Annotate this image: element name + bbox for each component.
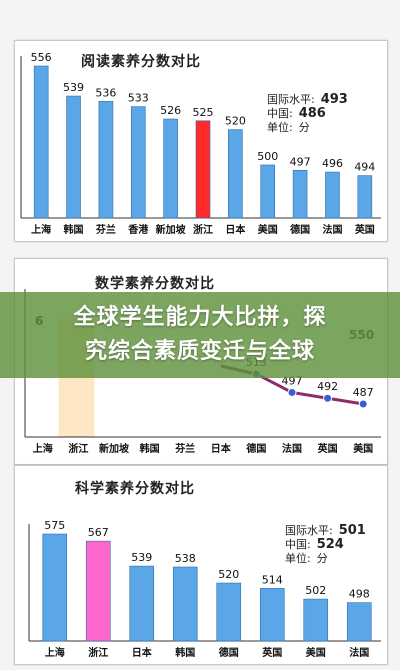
category-label: 韩国: [175, 646, 195, 659]
category-label: 法国: [322, 223, 342, 236]
category-label: 韩国: [64, 223, 84, 236]
category-label: 芬兰: [95, 223, 116, 236]
category-label: 新加坡: [99, 442, 130, 455]
bar: [85, 540, 111, 642]
science-chart-title: 科学素养分数对比: [75, 481, 195, 497]
math-chart-title: 数学素养分数对比: [95, 276, 215, 292]
bar: [357, 175, 373, 219]
category-label: 上海: [31, 223, 51, 236]
reading-chart-title: 阅读素养分数对比: [81, 54, 201, 70]
bar: [346, 602, 372, 642]
category-label: 浙江: [193, 223, 213, 236]
category-label: 美国: [306, 646, 326, 659]
bar-value-label: 498: [349, 588, 370, 601]
category-label: 日本: [132, 646, 153, 659]
reading-legend-intl: 国际水平: 493: [267, 92, 348, 107]
category-label: 浙江: [68, 442, 88, 455]
headline-line-2: 究综合素质变迁与全球: [84, 339, 315, 364]
bar-value-label: 556: [31, 51, 52, 64]
bar: [303, 598, 329, 642]
bar-value-label: 533: [128, 92, 149, 105]
bar: [260, 164, 276, 219]
category-label: 日本: [211, 442, 232, 455]
category-label: 日本: [225, 223, 246, 236]
category-label: 新加坡: [156, 223, 187, 236]
headline-line-1: 全球学生能力大比拼，探: [73, 305, 327, 330]
category-label: 韩国: [140, 442, 160, 455]
category-label: 上海: [45, 646, 65, 659]
data-value-label: 487: [353, 386, 374, 399]
bar: [228, 129, 243, 219]
category-label: 英国: [261, 646, 282, 659]
bar-value-label: 500: [257, 150, 278, 163]
bar-value-label: 526: [160, 104, 181, 117]
bar-value-label: 514: [262, 573, 283, 586]
category-label: 德国: [218, 646, 239, 659]
bar-value-label: 525: [193, 106, 214, 119]
category-label: 香港: [128, 223, 149, 236]
bar: [163, 118, 178, 219]
data-point: [287, 387, 297, 397]
category-label: 法国: [349, 646, 369, 659]
reading-legend-unit: 单位: 分: [267, 121, 310, 134]
science-legend-china: 中国: 524: [285, 537, 344, 552]
bar: [292, 169, 308, 219]
bar: [216, 582, 242, 642]
category-label: 美国: [258, 223, 278, 236]
science-legend-intl: 国际水平: 501: [285, 523, 366, 538]
bar-value-label: 496: [322, 157, 343, 170]
bar: [172, 566, 198, 642]
bar: [42, 533, 68, 642]
bar: [66, 95, 81, 219]
bar: [259, 588, 285, 642]
bar: [98, 101, 114, 219]
category-label: 德国: [245, 442, 266, 455]
category-label: 上海: [33, 442, 53, 455]
bar-value-label: 575: [44, 519, 65, 532]
data-point: [323, 393, 333, 403]
bar: [129, 565, 155, 642]
bar: [130, 106, 146, 219]
category-label: 德国: [289, 223, 310, 236]
bar-value-label: 497: [290, 155, 311, 168]
category-label: 美国: [353, 442, 373, 455]
category-label: 英国: [354, 223, 375, 236]
bar-value-label: 539: [131, 551, 152, 564]
data-value-label: 492: [317, 380, 338, 393]
category-label: 英国: [317, 442, 338, 455]
category-label: 法国: [282, 442, 302, 455]
bar-value-label: 494: [354, 161, 375, 174]
headline-banner: 全球学生能力大比拼，探 究综合素质变迁与全球: [0, 292, 400, 378]
science-chart-svg: 575 上海 567 浙江 539 日本 538 韩国 520 德国 514 英国 502 美国 498 法国: [28, 519, 381, 659]
data-point: [358, 399, 368, 409]
category-label: 浙江: [88, 646, 108, 659]
reading-legend: 国际水平: 493 中国: 486 单位: 分: [267, 93, 348, 135]
science-chart-panel: 科学素养分数对比 575 上海 567 浙江 539 日本 538 韩国 520 德国 514 英国 5…: [14, 465, 388, 665]
science-legend: 国际水平: 501 中国: 524 单位: 分: [285, 524, 366, 566]
bar-value-label: 567: [88, 526, 109, 539]
bar: [33, 65, 49, 219]
bar-value-label: 536: [95, 86, 116, 99]
bar-value-label: 520: [225, 115, 246, 128]
reading-chart-svg: 556 上海 539 韩国 536 芬兰 533 香港 526 新加坡 525 浙江 520 日本 500 美…: [20, 51, 381, 236]
bar-value-label: 539: [63, 81, 84, 94]
bar: [195, 120, 211, 219]
bar-value-label: 502: [305, 584, 326, 597]
category-label: 芬兰: [174, 442, 195, 455]
bar-value-label: 538: [175, 552, 196, 565]
bar: [325, 171, 340, 219]
reading-chart-panel: 阅读素养分数对比 556 上海 539 韩国 536 芬兰 533 香港 526 新加坡 525 浙江…: [14, 40, 388, 242]
bar-value-label: 520: [218, 568, 239, 581]
science-legend-unit: 单位: 分: [285, 552, 328, 565]
reading-legend-china: 中国: 486: [267, 106, 326, 121]
